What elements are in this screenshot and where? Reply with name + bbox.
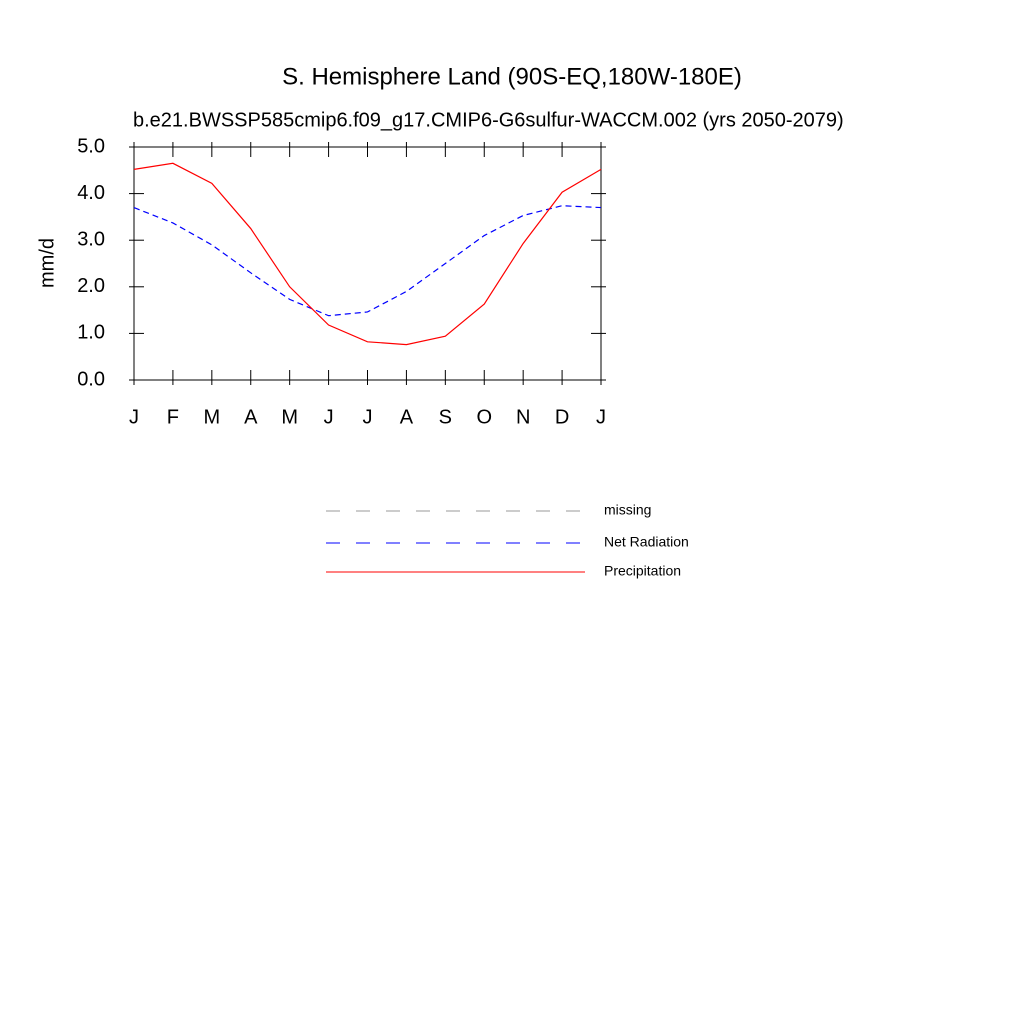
legend-label: Net Radiation — [604, 534, 689, 550]
x-tick-label: S — [439, 406, 452, 428]
x-tick-label: J — [129, 406, 139, 428]
y-axis-label: mm/d — [36, 238, 58, 288]
x-tick-label: A — [244, 406, 258, 428]
x-tick-label: N — [516, 406, 530, 428]
x-tick-label: F — [167, 406, 179, 428]
x-tick-label: M — [203, 406, 220, 428]
x-tick-label: M — [281, 406, 298, 428]
y-tick-label: 0.0 — [77, 368, 105, 390]
chart-title: S. Hemisphere Land (90S-EQ,180W-180E) — [282, 63, 742, 90]
y-tick-label: 4.0 — [77, 182, 105, 204]
series-line — [133, 205, 602, 317]
x-tick-label: O — [476, 406, 492, 428]
y-tick-label: 3.0 — [77, 228, 105, 250]
x-tick-label: J — [324, 406, 334, 428]
y-tick-label: 5.0 — [77, 135, 105, 157]
chart-subtitle: b.e21.BWSSP585cmip6.f09_g17.CMIP6-G6sulf… — [133, 109, 844, 131]
x-tick-label: D — [555, 406, 569, 428]
x-tick-label: A — [400, 406, 414, 428]
legend-label: Precipitation — [604, 563, 681, 579]
y-tick-label: 1.0 — [77, 322, 105, 344]
y-tick-label: 2.0 — [77, 275, 105, 297]
x-tick-label: J — [596, 406, 606, 428]
x-tick-label: J — [363, 406, 373, 428]
legend-label: missing — [604, 502, 651, 518]
plot-frame — [133, 146, 602, 381]
series-line — [133, 162, 602, 346]
